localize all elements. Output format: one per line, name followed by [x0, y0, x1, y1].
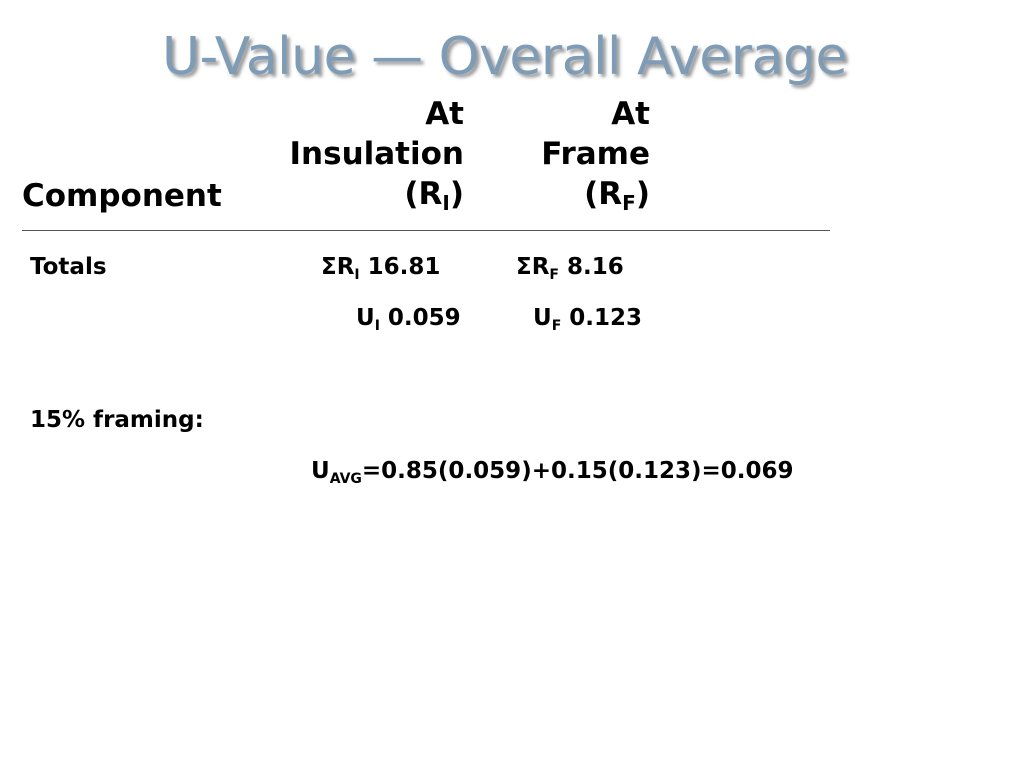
u-avg-formula: UAVG=0.85(0.059)+0.15(0.123)=0.069 [311, 456, 794, 486]
u-f-number: 0.123 [569, 305, 643, 331]
sum-ri-number: 16.81 [367, 254, 441, 280]
header-insulation-line1: At [425, 96, 464, 132]
header-insulation-symbol: (RI) [290, 174, 464, 214]
u-avg-subscript: AVG [329, 471, 362, 487]
header-divider [22, 230, 830, 231]
sum-rf-prefix: ΣR [516, 254, 550, 280]
rf-subscript: F [622, 191, 636, 215]
sum-rf-value: ΣRF 8.16 [516, 252, 624, 282]
header-component: Component [22, 178, 222, 214]
u-i-value: UI 0.059 [356, 303, 461, 333]
u-f-subscript: F [551, 318, 562, 334]
totals-label: Totals [30, 254, 107, 280]
u-i-subscript: I [374, 318, 380, 334]
rf-label: (R [584, 176, 623, 212]
ri-subscript: I [442, 191, 450, 215]
header-insulation-line2: Insulation [289, 136, 464, 172]
sum-ri-value: ΣRI 16.81 [321, 252, 440, 282]
slide-title: U-Value — Overall Average [162, 27, 848, 87]
sum-rf-number: 8.16 [567, 254, 624, 280]
rf-close: ) [635, 176, 650, 212]
sum-ri-prefix: ΣR [321, 254, 355, 280]
sum-ri-subscript: I [354, 267, 360, 283]
u-i-number: 0.059 [387, 305, 461, 331]
u-avg-prefix: U [311, 458, 330, 484]
header-frame-line2: Frame [541, 136, 650, 172]
sum-rf-subscript: F [549, 267, 559, 283]
header-at-frame: At Frame (RF) [541, 94, 650, 214]
header-frame-symbol: (RF) [541, 174, 650, 214]
u-avg-expression: =0.85(0.059)+0.15(0.123)=0.069 [361, 458, 794, 484]
header-frame-line1: At [611, 96, 650, 132]
header-at-insulation: At Insulation (RI) [290, 94, 464, 214]
u-f-value: UF 0.123 [533, 303, 642, 333]
framing-label: 15% framing: [30, 407, 204, 433]
u-f-prefix: U [533, 305, 552, 331]
ri-close: ) [449, 176, 464, 212]
ri-label: (R [404, 176, 443, 212]
u-i-prefix: U [356, 305, 375, 331]
